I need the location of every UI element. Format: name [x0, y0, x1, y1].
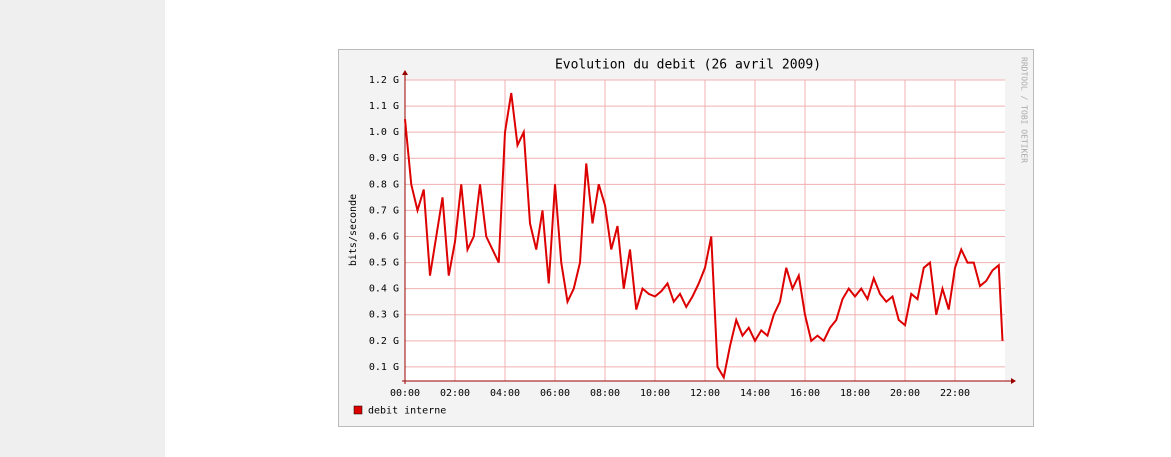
- y-tick-label: 0.7 G: [369, 205, 399, 216]
- x-tick-label: 00:00: [390, 388, 420, 399]
- x-tick-label: 06:00: [540, 388, 570, 399]
- legend-label: debit interne: [368, 406, 446, 417]
- x-tick-label: 16:00: [790, 388, 820, 399]
- x-tick-label: 08:00: [590, 388, 620, 399]
- x-tick-label: 12:00: [690, 388, 720, 399]
- data-line: [404, 92, 1004, 381]
- x-tick-label: 18:00: [840, 388, 870, 399]
- x-tick-label: 14:00: [740, 388, 770, 399]
- legend-swatch: [353, 405, 363, 415]
- watermark: RRDTOOL / TOBI OETIKER: [1020, 57, 1029, 163]
- y-tick-label: 0.2 G: [369, 336, 399, 347]
- x-tick-label: 02:00: [440, 388, 470, 399]
- y-tick-label: 0.4 G: [369, 284, 399, 295]
- x-tick-label: 10:00: [640, 388, 670, 399]
- y-tick-label: 0.3 G: [369, 310, 399, 321]
- x-tick-label: 04:00: [490, 388, 520, 399]
- x-tick-label: 20:00: [890, 388, 920, 399]
- y-tick-label: 0.1 G: [369, 362, 399, 373]
- y-tick-label: 1.1 G: [369, 101, 399, 112]
- y-tick-label: 1.0 G: [369, 127, 399, 138]
- x-tick-label: 22:00: [940, 388, 970, 399]
- y-tick-label: 1.2 G: [369, 75, 399, 86]
- y-tick-label: 0.6 G: [369, 231, 399, 242]
- chart-title: Evolution du debit (26 avril 2009): [555, 58, 821, 73]
- y-tick-label: 0.5 G: [369, 258, 399, 269]
- sidebar: [0, 0, 165, 457]
- y-axis-label: bits/seconde: [348, 194, 359, 266]
- y-tick-label: 0.8 G: [369, 179, 399, 190]
- y-tick-label: 0.9 G: [369, 153, 399, 164]
